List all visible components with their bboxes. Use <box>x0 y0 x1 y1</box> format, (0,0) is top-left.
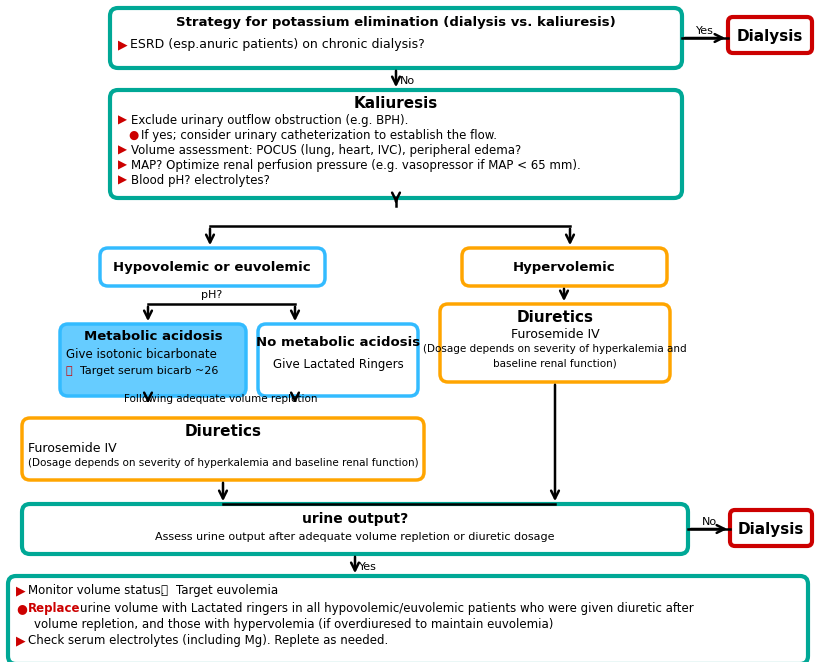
Text: No: No <box>400 76 414 86</box>
FancyBboxPatch shape <box>110 90 681 198</box>
Text: No: No <box>700 517 716 527</box>
Text: volume repletion, and those with hypervolemia (if overdiuresed to maintain euvol: volume repletion, and those with hypervo… <box>34 618 553 631</box>
Text: Dialysis: Dialysis <box>737 522 803 537</box>
Text: Metabolic acidosis: Metabolic acidosis <box>84 330 222 343</box>
Text: Assess urine output after adequate volume repletion or diuretic dosage: Assess urine output after adequate volum… <box>155 532 554 542</box>
Text: ●: ● <box>128 129 138 142</box>
Text: If yes; consider urinary catheterization to establish the flow.: If yes; consider urinary catheterization… <box>141 129 496 142</box>
Text: ▶: ▶ <box>118 114 127 127</box>
FancyBboxPatch shape <box>258 324 418 396</box>
Text: Strategy for potassium elimination (dialysis vs. kaliuresis): Strategy for potassium elimination (dial… <box>176 16 615 29</box>
FancyBboxPatch shape <box>727 17 811 53</box>
FancyBboxPatch shape <box>22 418 423 480</box>
Text: Diuretics: Diuretics <box>516 310 593 325</box>
Text: Monitor volume status.: Monitor volume status. <box>28 584 165 597</box>
Text: ▶: ▶ <box>16 584 25 597</box>
Text: Kaliuresis: Kaliuresis <box>354 96 437 111</box>
Text: 🎯: 🎯 <box>160 584 167 597</box>
Text: ▶: ▶ <box>118 159 127 172</box>
Text: No metabolic acidosis: No metabolic acidosis <box>256 336 419 349</box>
FancyBboxPatch shape <box>8 576 807 662</box>
Text: (Dosage depends on severity of hyperkalemia and baseline renal function): (Dosage depends on severity of hyperkale… <box>28 458 419 468</box>
Text: Hypovolemic or euvolemic: Hypovolemic or euvolemic <box>113 261 310 274</box>
FancyBboxPatch shape <box>461 248 666 286</box>
Text: pH?: pH? <box>201 290 222 300</box>
Text: ▶: ▶ <box>118 38 128 51</box>
Text: Hypervolemic: Hypervolemic <box>512 261 614 274</box>
Text: Exclude urinary outflow obstruction (e.g. BPH).: Exclude urinary outflow obstruction (e.g… <box>131 114 408 127</box>
Text: baseline renal function): baseline renal function) <box>492 358 616 368</box>
Text: urine output?: urine output? <box>301 512 408 526</box>
FancyBboxPatch shape <box>100 248 324 286</box>
Text: Check serum electrolytes (including Mg). Replete as needed.: Check serum electrolytes (including Mg).… <box>28 634 387 647</box>
Text: ▶: ▶ <box>118 174 127 187</box>
Text: ▶: ▶ <box>118 144 127 157</box>
Text: Yes: Yes <box>695 26 713 36</box>
Text: Furosemide IV: Furosemide IV <box>510 328 599 341</box>
Text: Replace: Replace <box>28 602 80 615</box>
Text: ●: ● <box>16 602 27 615</box>
Text: Target serum bicarb ~26: Target serum bicarb ~26 <box>80 366 218 376</box>
Text: MAP? Optimize renal perfusion pressure (e.g. vasopressor if MAP < 65 mm).: MAP? Optimize renal perfusion pressure (… <box>131 159 580 172</box>
Text: (Dosage depends on severity of hyperkalemia and: (Dosage depends on severity of hyperkale… <box>423 344 686 354</box>
FancyBboxPatch shape <box>22 504 687 554</box>
Text: Diuretics: Diuretics <box>184 424 261 439</box>
FancyBboxPatch shape <box>440 304 669 382</box>
FancyBboxPatch shape <box>110 8 681 68</box>
Text: ESRD (esp.anuric patients) on chronic dialysis?: ESRD (esp.anuric patients) on chronic di… <box>130 38 424 51</box>
FancyBboxPatch shape <box>60 324 246 396</box>
Text: Volume assessment: POCUS (lung, heart, IVC), peripheral edema?: Volume assessment: POCUS (lung, heart, I… <box>131 144 521 157</box>
Text: Yes: Yes <box>359 562 377 572</box>
Text: Blood pH? electrolytes?: Blood pH? electrolytes? <box>131 174 269 187</box>
Text: Following adequate volume repletion: Following adequate volume repletion <box>124 394 318 404</box>
Text: Give isotonic bicarbonate: Give isotonic bicarbonate <box>66 348 216 361</box>
Text: 🎯: 🎯 <box>66 366 73 376</box>
Text: Furosemide IV: Furosemide IV <box>28 442 116 455</box>
FancyBboxPatch shape <box>729 510 811 546</box>
Text: urine volume with Lactated ringers in all hypovolemic/euvolemic patients who wer: urine volume with Lactated ringers in al… <box>80 602 693 615</box>
Text: Target euvolemia: Target euvolemia <box>176 584 278 597</box>
Text: ▶: ▶ <box>16 634 25 647</box>
Text: Dialysis: Dialysis <box>736 29 802 44</box>
Text: Give Lactated Ringers: Give Lactated Ringers <box>272 358 403 371</box>
